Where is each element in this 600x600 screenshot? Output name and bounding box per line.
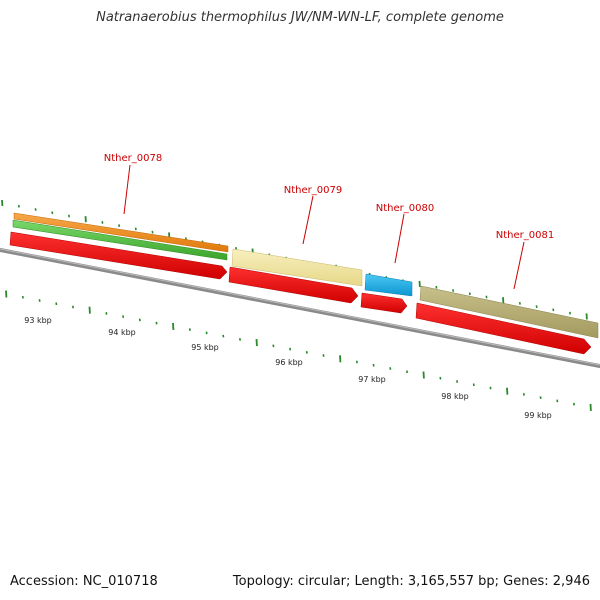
misc-feature-olive[interactable] — [419, 285, 599, 339]
gene-label-group-nther-0078[interactable]: Nther_0078 — [104, 153, 162, 215]
gene-label-nther-0080[interactable]: Nther_0080 — [376, 203, 434, 214]
gene-feature-nther-0080[interactable] — [360, 273, 413, 314]
kbp-label: 93 kbp — [24, 316, 52, 325]
topology-text: Topology: circular; Length: 3,165,557 bp… — [232, 574, 590, 589]
cds-arrow-nther-0080[interactable] — [360, 292, 408, 314]
accession-text: Accession: NC_010718 — [10, 574, 158, 589]
cds-arrow-nther-0081[interactable] — [415, 302, 592, 355]
gene-label-group-nther-0079[interactable]: Nther_0079 — [284, 185, 342, 245]
gene-feature-nther-0079[interactable] — [228, 248, 363, 304]
gene-label-nther-0081[interactable]: Nther_0081 — [496, 230, 554, 241]
gene-label-nther-0078[interactable]: Nther_0078 — [104, 153, 162, 164]
genome-title: Natranaerobius thermophilus JW/NM-WN-LF,… — [96, 10, 504, 25]
gene-feature-nther-0078[interactable] — [9, 212, 229, 280]
gene-label-group-nther-0081[interactable]: Nther_0081 — [496, 230, 554, 290]
misc-feature-light-yellow[interactable] — [231, 248, 363, 287]
cds-arrow-nther-0079[interactable] — [228, 266, 359, 304]
kbp-label: 95 kbp — [191, 343, 219, 352]
kbp-label: 97 kbp — [358, 375, 386, 384]
gene-label-nther-0079[interactable]: Nther_0079 — [284, 185, 342, 196]
gene-feature-nther-0081[interactable] — [415, 285, 599, 355]
kbp-label: 99 kbp — [524, 411, 552, 420]
kbp-label: 98 kbp — [441, 392, 469, 401]
kbp-labels: 93 kbp 94 kbp 95 kbp 96 kbp 97 kbp 98 kb… — [24, 316, 552, 420]
kbp-label: 96 kbp — [275, 358, 303, 367]
cds-arrow-nther-0078[interactable] — [9, 231, 228, 280]
genome-backbone — [0, 247, 600, 369]
misc-feature-blue[interactable] — [364, 273, 413, 297]
misc-feature-orange[interactable] — [13, 212, 229, 253]
position-tick-ring — [5, 290, 592, 411]
gene-label-group-nther-0080[interactable]: Nther_0080 — [376, 203, 434, 264]
kbp-label: 94 kbp — [108, 328, 136, 337]
misc-feature-green[interactable] — [12, 219, 228, 261]
